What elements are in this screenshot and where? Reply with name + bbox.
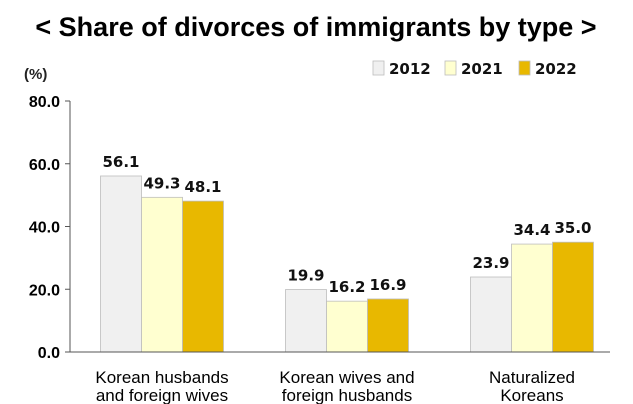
data-label: 16.2: [328, 278, 365, 296]
bar-2022-0: [182, 200, 224, 353]
legend-label: 2022: [535, 60, 577, 78]
legend-swatch-2022: [518, 60, 531, 76]
x-category-label: Koreans: [500, 386, 563, 404]
y-tick-label: 0.0: [38, 345, 60, 362]
data-label: 49.3: [143, 174, 180, 192]
y-axis: 0.0 20.0 40.0 60.0 80.0: [29, 94, 71, 362]
bar-2022-2: [552, 241, 594, 353]
y-tick-label: 80.0: [29, 94, 60, 111]
data-label: 35.0: [554, 219, 591, 237]
legend-label: 2021: [461, 60, 503, 78]
data-label: 56.1: [102, 153, 139, 171]
data-label: 23.9: [472, 254, 509, 272]
y-tick-label: 60.0: [29, 157, 60, 174]
x-category-label: and foreign wives: [96, 386, 228, 404]
data-label: 19.9: [287, 267, 324, 285]
legend: 2012 2021 2022: [372, 60, 577, 78]
bar-2021-1: [326, 300, 368, 353]
bars: [100, 175, 594, 353]
data-label: 34.4: [513, 221, 550, 239]
x-category-label: Korean wives and: [279, 368, 414, 387]
chart-title: < Share of divorces of immigrants by typ…: [35, 12, 596, 42]
data-labels: 56.149.3 48.1 19.916.2 16.9 23.934.4 35.0: [102, 153, 591, 296]
bar-2012-1: [285, 289, 327, 353]
y-tick-label: 20.0: [29, 282, 60, 299]
legend-swatch-2021: [444, 60, 457, 76]
legend-label: 2012: [389, 60, 431, 78]
data-label: 48.1: [184, 178, 221, 196]
bar-2021-2: [511, 243, 553, 353]
x-category-label: Korean husbands: [95, 368, 228, 387]
bar-2012-2: [470, 276, 512, 353]
y-tick-label: 40.0: [29, 220, 60, 237]
bar-2021-0: [141, 196, 183, 353]
legend-swatch-2012: [372, 60, 385, 76]
bar-2012-0: [100, 175, 142, 353]
x-category-label: foreign husbands: [282, 386, 412, 404]
x-category-label: Naturalized: [489, 368, 575, 387]
y-axis-unit-label: (%): [24, 66, 47, 83]
bar-2022-1: [367, 298, 409, 353]
data-label: 16.9: [369, 276, 406, 294]
